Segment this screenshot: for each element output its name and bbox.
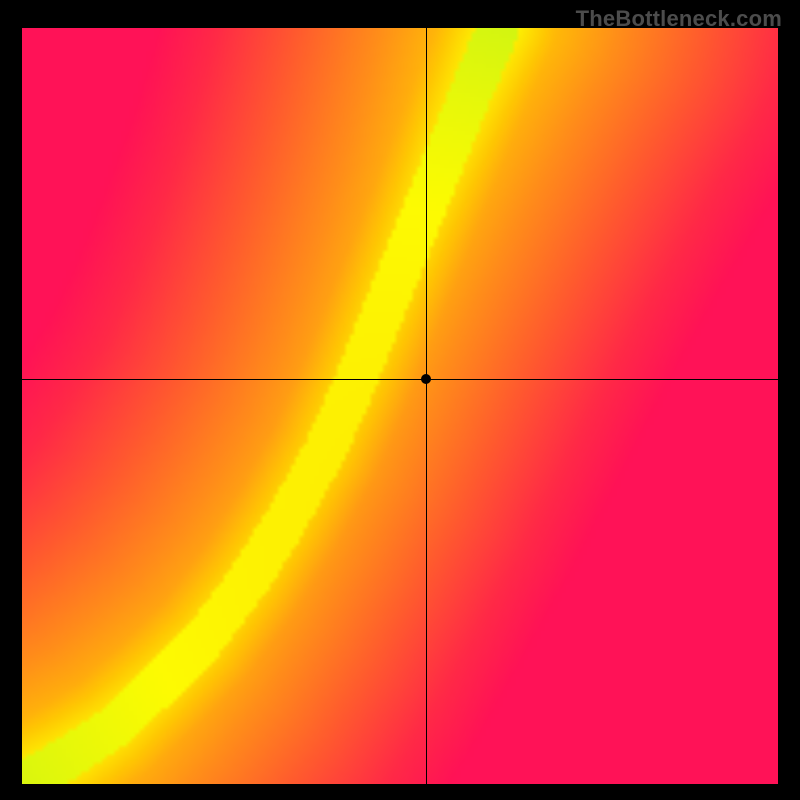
crosshair-vertical: [426, 28, 427, 784]
crosshair-horizontal: [22, 379, 778, 380]
crosshair-marker: [421, 374, 431, 384]
heatmap-canvas: [22, 28, 778, 784]
chart-frame: TheBottleneck.com: [0, 0, 800, 800]
heatmap-plot: [22, 28, 778, 784]
watermark-text: TheBottleneck.com: [576, 6, 782, 32]
